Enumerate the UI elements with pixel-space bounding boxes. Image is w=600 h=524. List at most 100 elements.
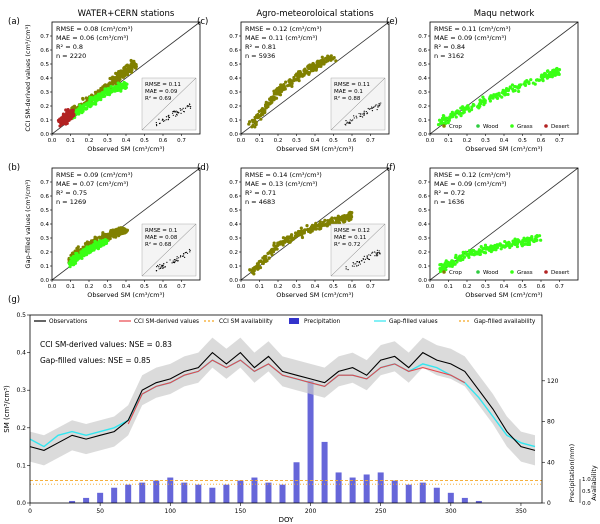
inset-point <box>184 252 186 254</box>
inset-stat: MAE = 0.08 <box>145 235 178 241</box>
scatter-point-desert <box>61 119 65 123</box>
scatter-point-grass <box>535 78 539 82</box>
legend-label: Gap-filled values <box>389 319 438 325</box>
scatter-point-grass <box>461 253 465 257</box>
precip-bar <box>167 477 174 503</box>
scatter-point-grass <box>526 242 530 247</box>
x-tick-label: 0.4 <box>500 138 509 144</box>
precip-bar <box>237 480 244 503</box>
inset-stat: R² = 0.88 <box>334 95 361 102</box>
scatter-point-crop <box>296 231 300 235</box>
y-tick-label: 0.4 <box>418 76 427 82</box>
inset-point <box>161 267 164 269</box>
scatter-point-grass <box>515 238 519 242</box>
inset-point <box>378 102 380 105</box>
inset-point <box>174 111 177 113</box>
scatter-point-grass <box>551 72 555 76</box>
scatter-point-grass <box>101 90 105 95</box>
inset-point <box>161 265 163 268</box>
y-tick-label: 0.2 <box>229 104 238 110</box>
precip-bar <box>461 497 468 503</box>
inset-point <box>377 104 379 106</box>
scatter-point-grass <box>549 74 553 78</box>
inset-point <box>183 253 185 255</box>
scatter-point-grass <box>487 248 492 253</box>
scatter-point-grass <box>488 99 492 103</box>
inset-point <box>364 258 367 260</box>
scatter-point-crop <box>310 68 314 72</box>
scatter-point-grass <box>454 115 458 119</box>
scatter-point-crop <box>262 108 266 112</box>
inset-point <box>171 112 174 114</box>
scatter-point-grass <box>502 89 506 93</box>
inset-point <box>370 106 373 108</box>
scatter-point-grass <box>469 252 473 256</box>
x-tick-label: 0.2 <box>85 284 94 290</box>
scatter-point-crop <box>307 71 312 75</box>
stat-line: MAE = 0.09 (cm³/cm³) <box>434 180 507 188</box>
scatter-point-crop <box>276 241 280 245</box>
scatter-point-crop <box>302 72 306 77</box>
x-tick-label: 0.5 <box>140 138 149 144</box>
inset-point <box>172 114 174 116</box>
inset-point <box>168 116 171 119</box>
inset-point <box>376 249 379 251</box>
inset-point <box>361 116 364 118</box>
scatter-point-crop <box>108 76 112 81</box>
scatter-point-crop <box>99 88 103 92</box>
y-axis-label: SM (cm³/cm³) <box>3 385 11 433</box>
inset-point <box>189 107 192 109</box>
y-axis-label: Gap-filled values (cm³/cm³) <box>24 180 32 269</box>
scatter-point-crop <box>327 57 331 61</box>
inset-point <box>172 260 174 262</box>
inset-point <box>159 267 162 269</box>
scatter-point-grass <box>540 75 544 79</box>
precip-bar <box>293 462 300 503</box>
inset-point <box>185 251 187 253</box>
inset-point <box>349 122 351 124</box>
inset-stat: MAE = 0.09 <box>145 89 178 95</box>
precip-bar <box>377 472 384 503</box>
nse-gap-text: Gap-filled values: NSE = 0.85 <box>40 356 151 365</box>
y-tick-label: 0.3 <box>229 90 238 96</box>
inset-stat: R² = 0.72 <box>334 241 360 248</box>
inset-point <box>363 110 365 112</box>
scatter-point-grass <box>517 89 521 94</box>
inset-point <box>164 265 166 268</box>
scatter-point-grass <box>94 99 98 103</box>
y-tick-label: 0.2 <box>229 250 238 256</box>
scatter-point-grass <box>440 264 445 268</box>
inset-stat: RMSE = 0.1 <box>145 228 177 234</box>
precip-bar <box>153 480 160 503</box>
precip-bar <box>475 500 482 503</box>
y-tick-label: 0.4 <box>40 76 49 82</box>
scatter-point-crop <box>122 227 126 232</box>
scatter-point-grass <box>98 239 102 243</box>
stat-line: n = 2220 <box>56 52 86 60</box>
inset-point <box>369 254 372 256</box>
y-tick-label: 0.7 <box>418 34 427 40</box>
scatter-point-crop <box>275 91 280 96</box>
inset-point <box>180 109 182 111</box>
inset-point <box>371 107 373 110</box>
y-tick-label: 0.1 <box>16 462 26 469</box>
scatter-point-grass <box>459 114 463 118</box>
scatter-point-crop <box>272 243 276 247</box>
inset-point <box>345 268 347 270</box>
scatter-point-grass <box>483 251 488 255</box>
scatter-point-grass <box>443 121 447 125</box>
inset-point <box>175 113 178 115</box>
inset-point <box>356 117 358 119</box>
x-tick-label: 0.0 <box>426 284 435 290</box>
scatter-point-grass <box>483 246 487 250</box>
inset-point <box>351 265 354 267</box>
scatter-point-grass <box>471 102 475 107</box>
scatter-point-crop <box>334 59 338 63</box>
scatter-point-crop <box>284 80 288 84</box>
x-axis-label: Observed SM (cm³/cm³) <box>465 145 542 153</box>
x-tick-label: 100 <box>165 508 177 515</box>
scatter-point-crop <box>255 262 260 266</box>
inset-point <box>363 112 365 114</box>
scatter-point-desert <box>61 116 65 120</box>
inset-point <box>356 265 358 267</box>
